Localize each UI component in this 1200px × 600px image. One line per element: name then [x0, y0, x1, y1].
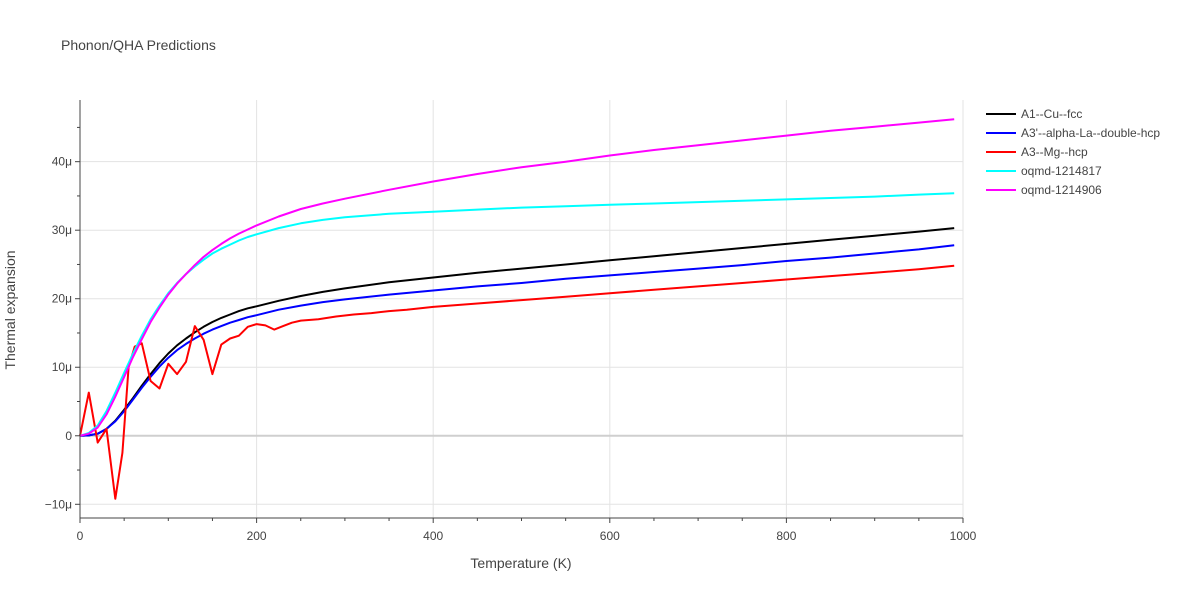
legend-item[interactable]: oqmd-1214906 — [986, 183, 1102, 197]
series-line-a3-alpha-la-double-hcp — [79, 244, 955, 437]
x-axis-label: Temperature (K) — [470, 555, 571, 571]
ticks: 0 200 400 600 800 1000 −10μ 0 10μ 20μ 30μ 40μ — [45, 155, 977, 543]
y-tick-label: 10μ — [52, 360, 72, 374]
series-layer — [79, 118, 955, 500]
legend-item[interactable]: A1--Cu--fcc — [986, 107, 1082, 121]
legend-label: A3--Mg--hcp — [1021, 145, 1088, 159]
x-tick-label: 0 — [77, 529, 84, 543]
legend-label: oqmd-1214906 — [1021, 183, 1102, 197]
y-tick-label: −10μ — [45, 497, 72, 511]
y-tick-label: 20μ — [52, 292, 72, 306]
grid — [80, 100, 964, 518]
x-tick-label: 400 — [423, 529, 443, 543]
legend-label: A3'--alpha-La--double-hcp — [1021, 126, 1160, 140]
series-line-oqmd-1214906 — [79, 118, 955, 437]
legend-label: oqmd-1214817 — [1021, 164, 1102, 178]
x-tick-label: 200 — [247, 529, 267, 543]
y-tick-label: 30μ — [52, 223, 72, 237]
series-line-a1-cu-fcc — [79, 227, 955, 437]
legend-item[interactable]: A3'--alpha-La--double-hcp — [986, 126, 1160, 140]
x-tick-label: 800 — [776, 529, 796, 543]
x-tick-label: 600 — [600, 529, 620, 543]
y-tick-label: 0 — [65, 429, 72, 443]
legend-item[interactable]: oqmd-1214817 — [986, 164, 1102, 178]
series-line-a3-mg-hcp — [79, 264, 955, 500]
y-tick-label: 40μ — [52, 155, 72, 169]
series-line-oqmd-1214817 — [79, 192, 955, 437]
legend[interactable]: A1--Cu--fcc A3'--alpha-La--double-hcp A3--… — [986, 107, 1160, 197]
y-axis-label: Thermal expansion — [2, 250, 18, 369]
axes — [75, 100, 964, 523]
x-tick-label: 1000 — [950, 529, 977, 543]
chart-title: Phonon/QHA Predictions — [61, 37, 216, 53]
legend-item[interactable]: A3--Mg--hcp — [986, 145, 1088, 159]
legend-label: A1--Cu--fcc — [1021, 107, 1082, 121]
